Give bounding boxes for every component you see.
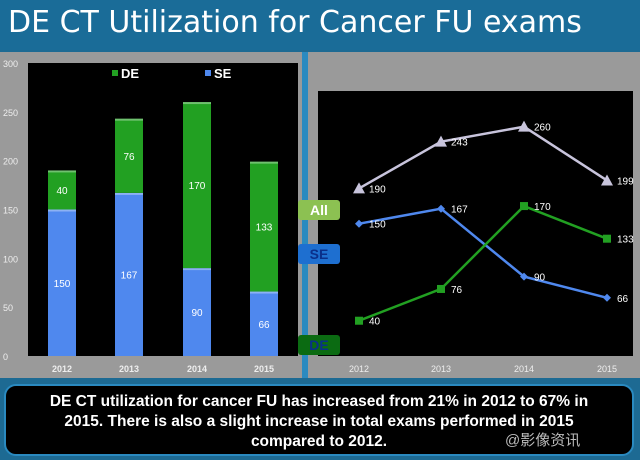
bar-highlight (183, 268, 211, 271)
y-tick-label: 250 (3, 108, 18, 118)
line-data-label: 150 (369, 220, 386, 231)
bar-highlight (250, 161, 278, 164)
marker-diamond (355, 219, 363, 228)
marker-diamond (437, 204, 445, 213)
bar-data-label: 40 (56, 186, 68, 197)
y-tick-label: 0 (3, 352, 8, 362)
bar-data-label: 66 (258, 320, 270, 331)
y-tick-label: 150 (3, 206, 18, 216)
slide-title: DE CT Utilization for Cancer FU exams (0, 0, 640, 50)
bar-de-2015 (250, 161, 278, 292)
bar-data-label: 150 (54, 279, 71, 290)
line-data-label: 40 (369, 317, 381, 328)
marker-triangle (353, 182, 365, 194)
tag-all: All (298, 200, 340, 220)
bar-data-label: 90 (191, 308, 203, 319)
y-tick-label: 200 (3, 157, 18, 167)
marker-square (520, 202, 528, 211)
marker-diamond (520, 272, 528, 281)
x-tick-label: 2013 (431, 364, 451, 374)
legend-label-se: SE (214, 66, 232, 81)
line-data-label: 170 (534, 202, 551, 213)
x-tick-label: 2014 (187, 364, 207, 374)
legend-label-de: DE (121, 66, 139, 81)
marker-triangle (435, 135, 447, 147)
bar-data-label: 133 (256, 223, 273, 234)
line-data-label: 243 (451, 138, 468, 149)
bar-highlight (48, 209, 76, 212)
x-tick-label: 2012 (349, 364, 369, 374)
tag-se: SE (298, 244, 340, 264)
note-line-3: compared to 2012. (250, 433, 388, 450)
bar-de-2013 (115, 118, 143, 193)
bar-de-2012 (48, 170, 76, 210)
summary-note: DE CT utilization for cancer FU has incr… (4, 384, 634, 456)
line-data-label: 167 (451, 205, 468, 216)
note-line-2: 2015. There is also a slight increase in… (64, 413, 574, 430)
x-tick-label: 2012 (52, 364, 72, 374)
x-tick-label: 2015 (254, 364, 274, 374)
bar-highlight (250, 291, 278, 294)
bar-se-2015 (250, 291, 278, 356)
marker-triangle (518, 120, 530, 132)
marker-triangle (601, 174, 613, 186)
bar-highlight (183, 102, 211, 105)
bar-highlight (115, 192, 143, 195)
bar-se-2014 (183, 268, 211, 356)
x-tick-label: 2013 (119, 364, 139, 374)
marker-diamond (603, 293, 611, 302)
legend-swatch-se (205, 70, 211, 76)
line-se (358, 207, 608, 299)
bar-se-2012 (48, 209, 76, 356)
line-data-label: 190 (369, 184, 386, 195)
line-data-label: 76 (451, 285, 463, 296)
line-data-label: 66 (617, 294, 629, 305)
line-all (358, 125, 608, 190)
marker-square (603, 234, 611, 243)
bar-highlight (115, 118, 143, 121)
marker-square (355, 316, 363, 325)
bar-data-label: 167 (121, 270, 138, 281)
bar-data-label: 76 (123, 152, 135, 163)
x-tick-label: 2014 (514, 364, 534, 374)
watermark: @影像资讯 (505, 432, 581, 449)
y-tick-label: 100 (3, 254, 18, 264)
line-data-label: 133 (617, 235, 634, 246)
line-data-label: 260 (534, 123, 551, 134)
line-data-label: 199 (617, 176, 634, 187)
line-data-label: 90 (534, 273, 546, 284)
bar-data-label: 170 (189, 181, 206, 192)
y-tick-label: 50 (3, 303, 13, 313)
bar-de-2014 (183, 102, 211, 269)
bar-se-2013 (115, 192, 143, 356)
x-tick-label: 2015 (597, 364, 617, 374)
bar-highlight (48, 170, 76, 173)
note-line-1: DE CT utilization for cancer FU has incr… (49, 393, 589, 410)
legend-swatch-de (112, 70, 118, 76)
tag-de: DE (298, 335, 340, 355)
y-tick-label: 300 (3, 59, 18, 69)
marker-square (437, 284, 445, 293)
line-de (358, 204, 608, 322)
